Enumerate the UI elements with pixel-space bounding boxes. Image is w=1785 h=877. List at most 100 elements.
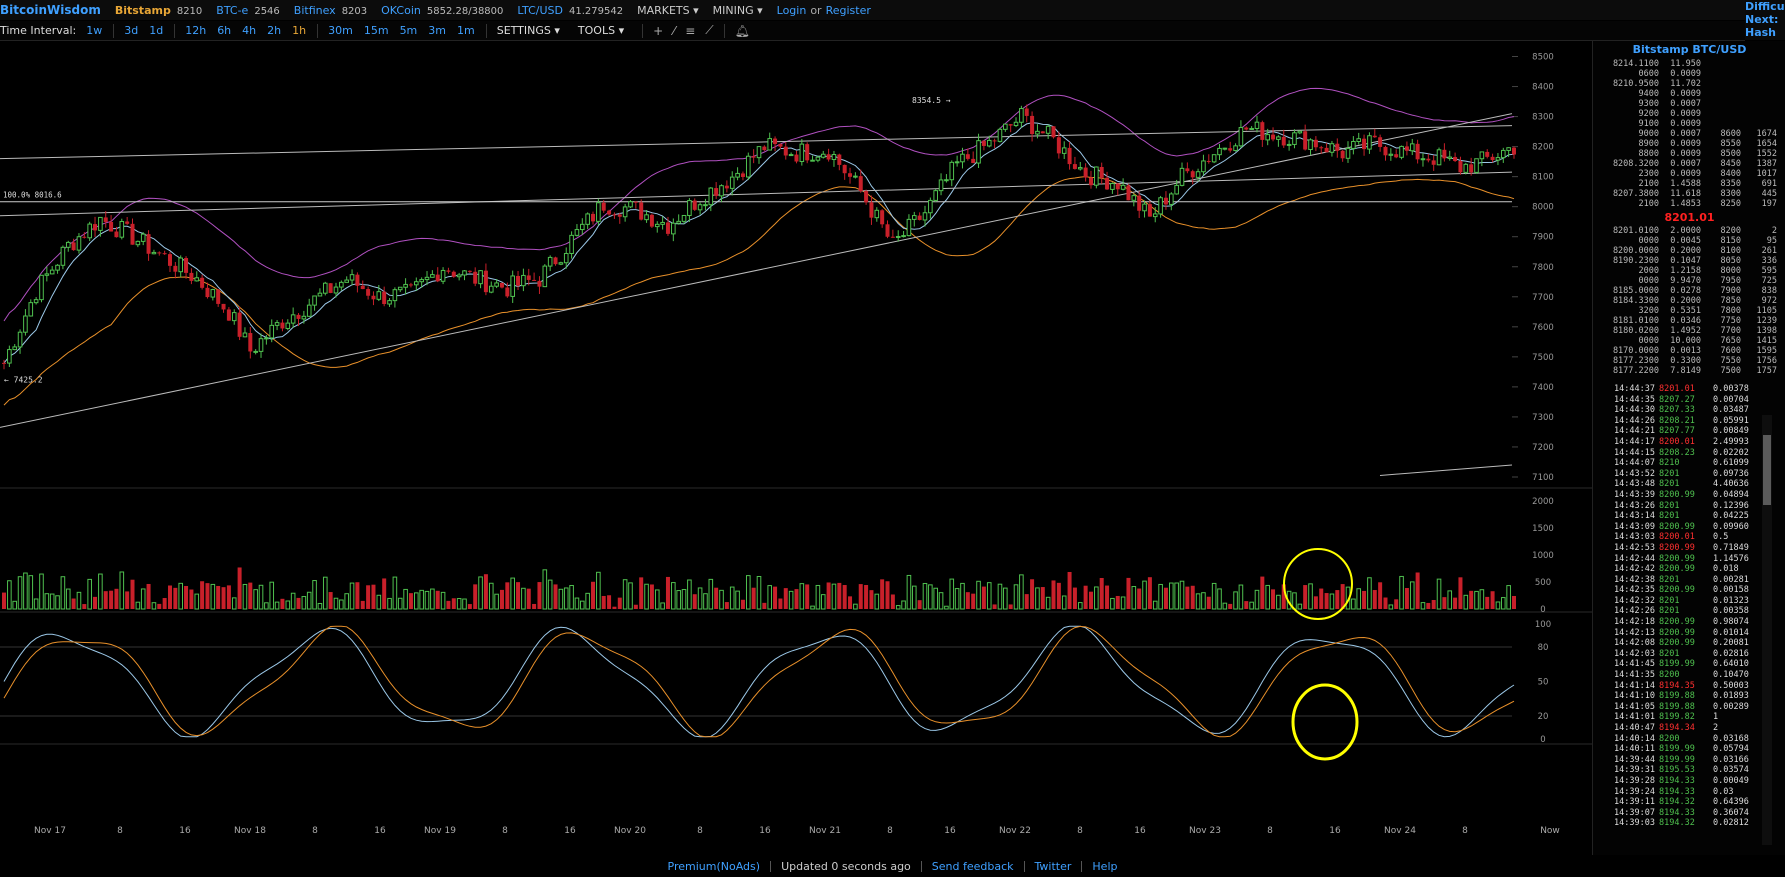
- update-status: Updated 0 seconds ago: [781, 859, 911, 873]
- tools-menu[interactable]: TOOLS ▾: [577, 24, 625, 37]
- volume-bar-up: [906, 574, 912, 610]
- crosshair-tool-icon[interactable]: +: [653, 23, 664, 38]
- volume-bar-down: [408, 593, 413, 609]
- interval-3m[interactable]: 3m: [428, 24, 446, 37]
- volume-bar-down: [1512, 595, 1516, 609]
- difficulty-panel[interactable]: Difficu Next: Hash R: [1745, 0, 1785, 40]
- ask-row: 9400 0.0009: [1638, 89, 1701, 99]
- candle-up: [703, 204, 708, 207]
- chart-toolbar: Time Interval: 1w 3d 1d 12h 6h 4h 2h 1h …: [0, 21, 1745, 41]
- market-bitfinex[interactable]: Bitfinex 8203: [293, 3, 368, 17]
- candle-down: [1067, 147, 1072, 165]
- trendline-tool-icon[interactable]: ⁄: [673, 23, 676, 38]
- volume-bar-down: [328, 592, 333, 609]
- market-ltcusd[interactable]: LTC/USD 41.279542: [517, 3, 624, 17]
- interval-15m[interactable]: 15m: [363, 24, 389, 37]
- candle-down: [167, 254, 172, 266]
- bid-row: 8180.0200 1.4952 7700 1398: [1612, 326, 1777, 336]
- alert-bell-icon[interactable]: 🔔︎: [734, 23, 750, 38]
- brand-logo[interactable]: BitcoinWisdom: [0, 3, 101, 17]
- market-bitstamp[interactable]: Bitstamp 8210: [114, 3, 203, 17]
- price-chart[interactable]: 8500840083008200810080007900780077007600…: [0, 41, 1592, 855]
- trades-scrollbar[interactable]: [1762, 415, 1772, 845]
- volume-bar-up: [654, 589, 660, 610]
- candle-up: [853, 175, 858, 178]
- ask-row: 9300 0.0007: [1638, 99, 1701, 109]
- volume-bar-down: [173, 587, 178, 609]
- candle-down: [1147, 204, 1152, 217]
- volume-bar-up: [231, 597, 237, 610]
- premium-link[interactable]: Premium(NoAds): [667, 859, 761, 873]
- candle-up: [242, 332, 248, 338]
- candle-up: [1447, 156, 1453, 159]
- trade-row: 14:43:09 8200.99 0.09960: [1614, 521, 1749, 532]
- scrollbar-thumb[interactable]: [1763, 435, 1771, 505]
- candle-up: [28, 302, 34, 317]
- volume-bar-up: [1463, 594, 1469, 610]
- volume-bar-down: [1088, 591, 1093, 609]
- feedback-link[interactable]: Send feedback: [931, 859, 1014, 873]
- candle-up: [569, 234, 574, 254]
- candle-down: [1335, 143, 1340, 151]
- interval-1m[interactable]: 1m: [457, 24, 475, 37]
- login-link[interactable]: Login: [776, 3, 807, 17]
- candle-down: [794, 154, 799, 162]
- candle-up: [547, 256, 553, 267]
- trade-row: 14:39:07 8194.33 0.36074: [1614, 807, 1749, 818]
- volume-bar-down: [607, 595, 612, 609]
- candle-up: [697, 204, 703, 211]
- register-link[interactable]: Register: [825, 3, 871, 17]
- candle-up: [510, 275, 515, 297]
- interval-5m[interactable]: 5m: [399, 24, 418, 37]
- trade-row: 14:42:53 8200.99 0.71849: [1614, 542, 1749, 553]
- volume-bar-down: [1271, 589, 1276, 609]
- trade-row: 14:44:30 8207.33 0.03487: [1614, 405, 1749, 416]
- candle-up: [17, 331, 23, 348]
- twitter-link[interactable]: Twitter: [1034, 859, 1072, 873]
- ask-row: 8214.1100 11.950: [1612, 59, 1701, 69]
- interval-12h[interactable]: 12h: [185, 24, 207, 37]
- volume-bar-up: [708, 578, 714, 610]
- volume-bar-down: [189, 589, 194, 609]
- volume-bar-up: [622, 579, 628, 610]
- interval-6h[interactable]: 6h: [217, 24, 232, 37]
- interval-3d[interactable]: 3d: [124, 24, 139, 37]
- volume-bar-up: [1500, 597, 1506, 610]
- interval-1w[interactable]: 1w: [86, 24, 103, 37]
- candle-up: [810, 159, 815, 162]
- trade-row: 14:41:01 8199.82 1: [1614, 712, 1719, 723]
- market-btce[interactable]: BTC-e 2546: [216, 3, 280, 17]
- volume-bar-down: [1431, 599, 1436, 609]
- trade-row: 14:39:24 8194.33 0.03: [1614, 786, 1734, 797]
- volume-bar-up: [954, 588, 960, 610]
- candle-down: [1185, 168, 1190, 172]
- interval-30m[interactable]: 30m: [328, 24, 353, 37]
- volume-bar-up: [1013, 584, 1019, 610]
- fibonacci-tool-icon[interactable]: ⟋: [705, 23, 714, 37]
- markets-menu[interactable]: MARKETS ▾: [637, 3, 699, 17]
- volume-bar-up: [1276, 594, 1281, 610]
- candle-down: [751, 156, 756, 158]
- candle-up: [1158, 197, 1163, 215]
- interval-4h[interactable]: 4h: [242, 24, 257, 37]
- candle-down: [740, 173, 745, 177]
- volume-bar-up: [697, 587, 703, 610]
- volume-bar-up: [1474, 590, 1479, 610]
- volume-bar-up: [1110, 597, 1115, 610]
- volume-bar-down: [826, 582, 831, 609]
- time-axis-label: 8: [1267, 826, 1273, 836]
- horizontal-lines-tool-icon[interactable]: ≡: [685, 23, 696, 38]
- interval-1d[interactable]: 1d: [149, 24, 164, 37]
- volume-bar-down: [526, 588, 531, 609]
- candle-up: [253, 350, 258, 353]
- candle-up: [596, 202, 601, 222]
- market-okcoin[interactable]: OKCoin 5852.28/38800: [381, 3, 504, 17]
- interval-1h[interactable]: 1h: [292, 24, 307, 37]
- candle-down: [917, 215, 922, 220]
- interval-2h[interactable]: 2h: [267, 24, 282, 37]
- help-link[interactable]: Help: [1092, 859, 1118, 873]
- mining-menu[interactable]: MINING ▾: [712, 3, 763, 17]
- volume-bar-down: [601, 595, 606, 609]
- settings-menu[interactable]: SETTINGS ▾: [496, 24, 560, 37]
- symbol-title[interactable]: Bitstamp BTC/USD: [1632, 43, 1747, 56]
